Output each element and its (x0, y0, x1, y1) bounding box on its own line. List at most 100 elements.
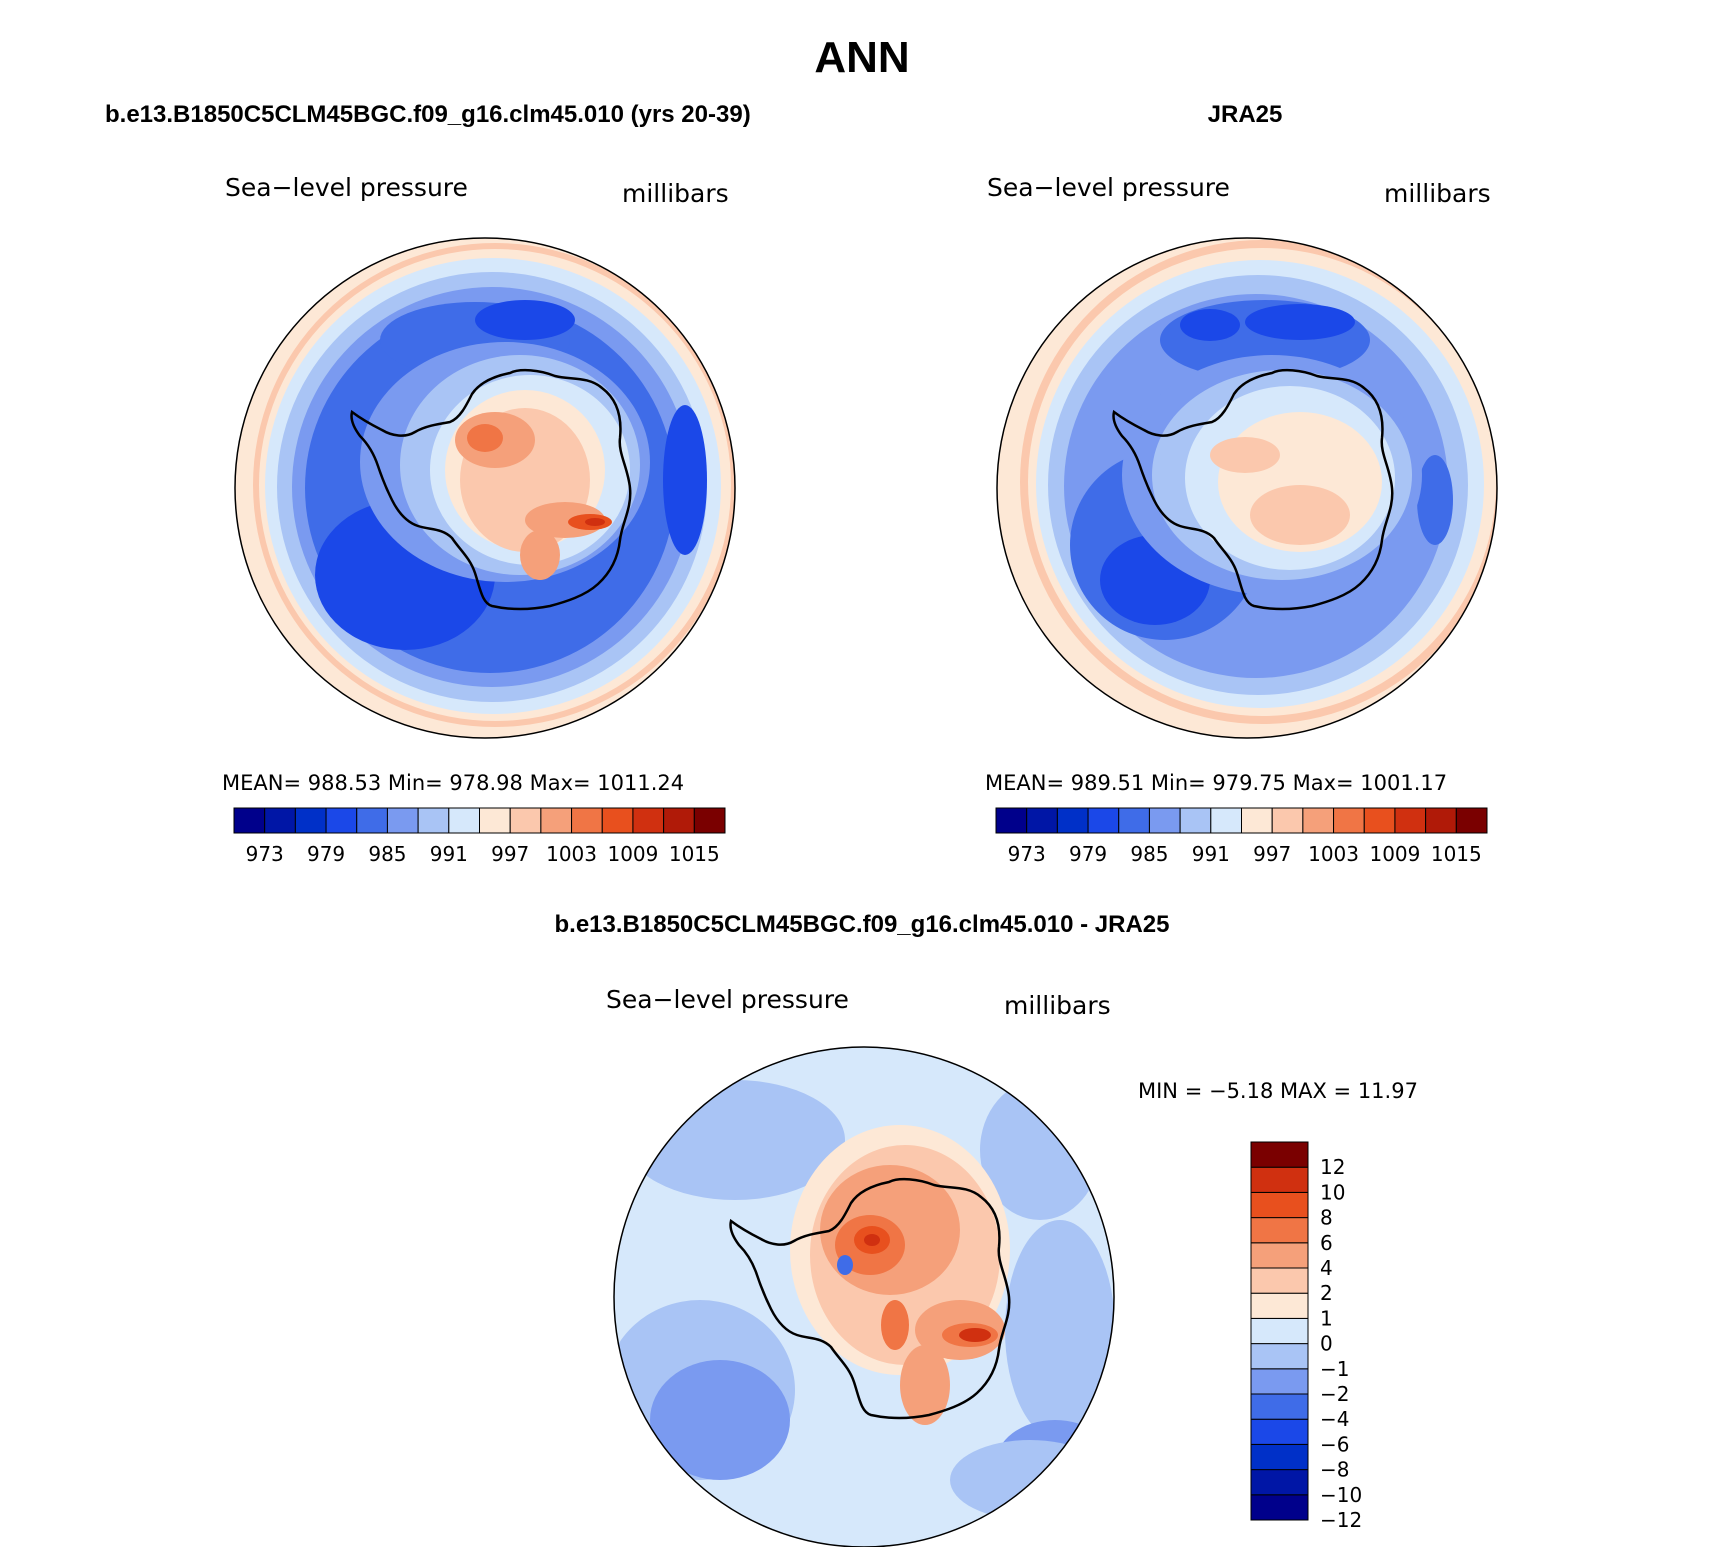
panel-obs-units-label: millibars (1384, 179, 1491, 208)
panel-diff-variable-label: Sea−level pressure (606, 985, 849, 1014)
colorbar-swatch (1250, 1191, 1309, 1219)
colorbar-tick-label: 1 (1320, 1306, 1333, 1330)
colorbar-swatch (448, 807, 480, 834)
colorbar-swatch (1250, 1217, 1309, 1244)
colorbar-swatch (386, 807, 419, 834)
colorbar-tick-label: 12 (1320, 1155, 1345, 1179)
panel-obs-map-border (996, 237, 1498, 739)
colorbar-tick-label: 991 (430, 842, 468, 866)
panel-model: b.e13.B1850C5CLM45BGC.f09_g16.clm45.010 … (105, 101, 751, 866)
panel-obs-map (997, 238, 1497, 738)
colorbar-tick-label: 1003 (1308, 842, 1359, 866)
colorbar-swatch (1250, 1368, 1309, 1395)
colorbar-swatch (1425, 807, 1457, 834)
colorbar-swatch (1250, 1166, 1309, 1193)
colorbar-swatch (693, 807, 726, 834)
panel-obs-variable-label: Sea−level pressure (987, 173, 1230, 202)
panel-model-units-label: millibars (622, 179, 729, 208)
panel-model-variable-label: Sea−level pressure (225, 173, 468, 202)
colorbar-swatch (1148, 807, 1181, 834)
colorbar-swatch (1250, 1141, 1309, 1168)
panel-model-map-border (234, 237, 736, 739)
colorbar-swatch (264, 807, 296, 834)
colorbar-swatch (1179, 807, 1212, 834)
colorbar-tick-label: 6 (1320, 1231, 1333, 1255)
colorbar-tick-label: 1009 (607, 842, 658, 866)
colorbar-swatch (1118, 807, 1150, 834)
colorbar-swatch (1026, 807, 1058, 834)
colorbar-swatch (1250, 1292, 1309, 1319)
figure-title: ANN (814, 33, 909, 82)
colorbar-tick-label: −10 (1320, 1483, 1362, 1507)
colorbar-swatch (1455, 807, 1488, 834)
colorbar-swatch (1250, 1343, 1309, 1370)
colorbar-tick-label: 997 (491, 842, 529, 866)
colorbar-swatch (1250, 1393, 1309, 1420)
panel-obs-colorbar: 973 979 985 991 997 1003 1009 1015 (995, 807, 1488, 866)
colorbar-swatch (1210, 807, 1242, 834)
colorbar-swatch (1250, 1418, 1309, 1445)
colorbar-tick-label: 979 (1069, 842, 1107, 866)
colorbar-tick-label: −12 (1320, 1508, 1362, 1532)
colorbar-tick-label: 10 (1320, 1180, 1345, 1204)
colorbar-tick-label: 1015 (669, 842, 720, 866)
colorbar-tick-label: −1 (1320, 1357, 1349, 1381)
panel-model-header: b.e13.B1850C5CLM45BGC.f09_g16.clm45.010 … (105, 101, 751, 128)
colorbar-tick-label: 1015 (1431, 842, 1482, 866)
colorbar-swatch (233, 807, 266, 834)
colorbar-tick-label: 973 (1008, 842, 1046, 866)
colorbar-swatch (601, 807, 634, 834)
colorbar-swatch (1250, 1242, 1309, 1269)
colorbar-tick-label: −8 (1320, 1458, 1349, 1482)
panel-model-map (235, 238, 735, 738)
colorbar-swatch (1250, 1443, 1309, 1471)
colorbar-swatch (1250, 1469, 1309, 1496)
colorbar-tick-label: 985 (368, 842, 406, 866)
colorbar-tick-label: −2 (1320, 1382, 1349, 1406)
panel-diff: b.e13.B1850C5CLM45BGC.f09_g16.clm45.010 … (555, 911, 1418, 1547)
colorbar-swatch (1250, 1494, 1309, 1521)
colorbar-swatch (509, 807, 542, 834)
colorbar-swatch (1056, 807, 1089, 834)
colorbar-swatch (632, 807, 665, 834)
panel-diff-stats: MIN = −5.18 MAX = 11.97 (1138, 1079, 1418, 1103)
colorbar-swatch (294, 807, 327, 834)
colorbar-swatch (571, 807, 603, 834)
panel-obs-stats: MEAN= 989.51 Min= 979.75 Max= 1001.17 (985, 771, 1447, 795)
colorbar-swatch (356, 807, 388, 834)
panel-model-colorbar: 973 979 985 991 997 1003 1009 1015 (233, 807, 726, 866)
colorbar-tick-label: 1009 (1369, 842, 1420, 866)
panel-diff-header: b.e13.B1850C5CLM45BGC.f09_g16.clm45.010 … (555, 911, 1170, 938)
colorbar-tick-label: −4 (1320, 1407, 1349, 1431)
colorbar-swatch (1333, 807, 1365, 834)
panel-obs-header: JRA25 (1208, 101, 1283, 128)
colorbar-swatch (540, 807, 573, 834)
colorbar-swatch (1087, 807, 1120, 834)
colorbar-swatch (1250, 1267, 1309, 1294)
colorbar-tick-label: 991 (1192, 842, 1230, 866)
colorbar-tick-label: 985 (1130, 842, 1168, 866)
colorbar-swatch (325, 807, 358, 834)
colorbar-tick-label: 1003 (546, 842, 597, 866)
colorbar-tick-label: 8 (1320, 1206, 1333, 1230)
colorbar-swatch (1241, 807, 1273, 834)
colorbar-tick-label: 2 (1320, 1281, 1333, 1305)
colorbar-swatch (1363, 807, 1396, 834)
colorbar-swatch (1394, 807, 1427, 834)
colorbar-tick-label: 4 (1320, 1256, 1333, 1280)
colorbar-tick-label: −6 (1320, 1432, 1349, 1456)
colorbar-swatch (663, 807, 695, 834)
colorbar-tick-label: 973 (246, 842, 284, 866)
colorbar-swatch (1302, 807, 1335, 834)
colorbar-tick-label: 0 (1320, 1332, 1333, 1356)
colorbar-tick-label: 997 (1253, 842, 1291, 866)
panel-model-stats: MEAN= 988.53 Min= 978.98 Max= 1011.24 (222, 771, 684, 795)
colorbar-swatch (479, 807, 511, 834)
colorbar-swatch (417, 807, 450, 834)
colorbar-tick-label: 979 (307, 842, 345, 866)
panel-diff-map-border (613, 1046, 1115, 1547)
panel-obs: JRA25 Sea−level pressure millibars MEA (985, 101, 1498, 866)
colorbar-swatch (1271, 807, 1304, 834)
